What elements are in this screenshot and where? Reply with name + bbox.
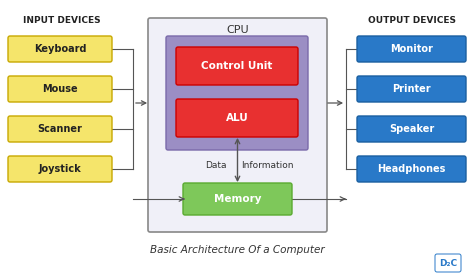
FancyBboxPatch shape [8,156,112,182]
FancyBboxPatch shape [357,156,466,182]
Text: Headphones: Headphones [377,164,446,174]
Text: Control Unit: Control Unit [201,61,273,71]
Text: OUTPUT DEVICES: OUTPUT DEVICES [368,16,456,24]
FancyBboxPatch shape [8,116,112,142]
Text: Basic Architecture Of a Computer: Basic Architecture Of a Computer [150,245,324,255]
Text: ALU: ALU [226,113,248,123]
FancyBboxPatch shape [357,36,466,62]
FancyBboxPatch shape [8,36,112,62]
FancyBboxPatch shape [176,99,298,137]
Text: Information: Information [241,162,294,170]
Text: Data: Data [205,162,226,170]
FancyBboxPatch shape [183,183,292,215]
FancyBboxPatch shape [166,36,308,150]
Text: Mouse: Mouse [42,84,78,94]
FancyBboxPatch shape [357,116,466,142]
Text: Speaker: Speaker [389,124,434,134]
Text: Printer: Printer [392,84,431,94]
Text: Keyboard: Keyboard [34,44,86,54]
Text: Monitor: Monitor [390,44,433,54]
Text: Joystick: Joystick [38,164,82,174]
Text: Scanner: Scanner [37,124,82,134]
Text: CPU: CPU [226,25,249,35]
Text: INPUT DEVICES: INPUT DEVICES [23,16,101,24]
FancyBboxPatch shape [357,76,466,102]
FancyBboxPatch shape [176,47,298,85]
Text: Memory: Memory [214,194,261,204]
FancyBboxPatch shape [148,18,327,232]
FancyBboxPatch shape [8,76,112,102]
Text: D₂C: D₂C [439,259,457,269]
